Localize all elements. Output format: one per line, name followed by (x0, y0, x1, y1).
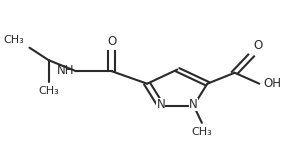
Text: NH: NH (57, 64, 75, 77)
Text: CH₃: CH₃ (192, 127, 212, 137)
Text: N: N (156, 98, 165, 111)
Text: O: O (107, 35, 116, 48)
Text: O: O (254, 39, 263, 52)
Text: N: N (189, 98, 198, 111)
Text: OH: OH (263, 77, 281, 90)
Text: CH₃: CH₃ (3, 35, 24, 45)
Text: CH₃: CH₃ (38, 86, 59, 96)
